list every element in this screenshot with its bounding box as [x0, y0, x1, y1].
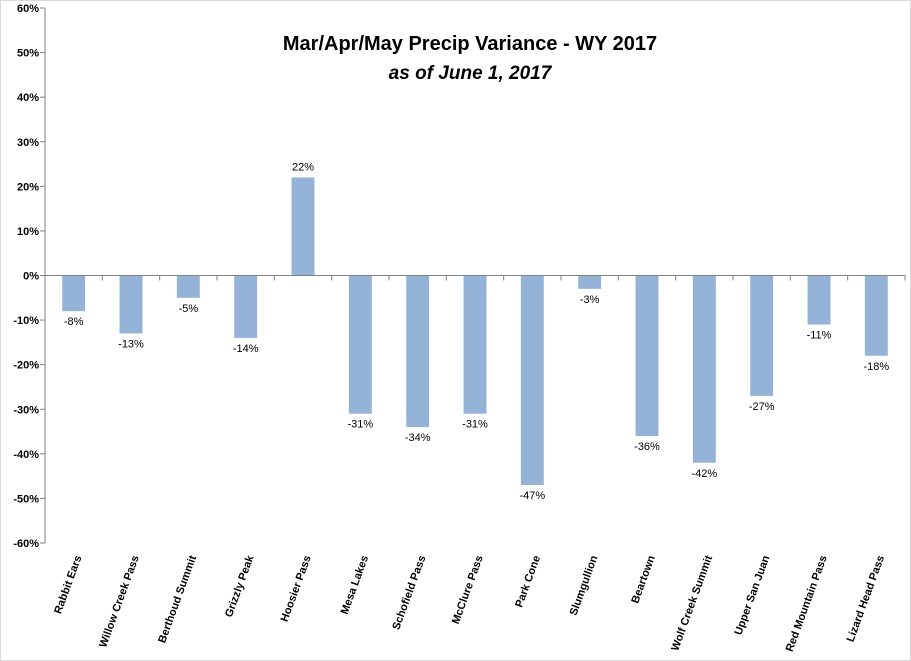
data-label: -31%: [347, 419, 373, 431]
y-tick-label: -60%: [13, 538, 39, 550]
data-label: -8%: [64, 316, 84, 328]
data-label: -42%: [691, 468, 717, 480]
data-label: -5%: [179, 303, 199, 315]
data-label: -34%: [405, 432, 431, 444]
bar: [234, 275, 258, 338]
y-tick-label: -30%: [13, 404, 39, 416]
y-tick-label: 0%: [23, 271, 39, 283]
bar: [692, 275, 716, 463]
data-label: -31%: [462, 419, 488, 431]
data-label: -18%: [863, 361, 889, 373]
bar: [406, 275, 430, 428]
bar: [463, 275, 487, 414]
bar: [864, 275, 888, 356]
bar: [62, 275, 86, 312]
data-label: -14%: [233, 343, 259, 355]
data-label: -11%: [807, 330, 832, 342]
bar: [807, 275, 831, 325]
data-label: -3%: [580, 294, 600, 306]
y-tick-label: -50%: [13, 493, 39, 505]
bar: [119, 275, 143, 334]
y-tick-label: 50%: [17, 48, 39, 60]
y-tick-label: 60%: [17, 3, 39, 15]
bar: [520, 275, 544, 486]
bar: [750, 275, 774, 396]
y-tick-label: -20%: [13, 360, 39, 372]
y-tick-label: 40%: [17, 92, 39, 104]
bar: [635, 275, 659, 436]
data-label: -27%: [749, 401, 775, 413]
data-label: -36%: [634, 441, 660, 453]
y-tick-label: 10%: [17, 226, 39, 238]
y-tick-label: -40%: [13, 449, 39, 461]
data-label: -47%: [519, 490, 545, 502]
data-label: 22%: [292, 161, 314, 173]
y-tick-label: -10%: [13, 315, 39, 327]
data-label: -13%: [118, 338, 144, 350]
y-tick-label: 30%: [17, 137, 39, 149]
y-tick-label: 20%: [17, 181, 39, 193]
bar: [578, 275, 602, 289]
chart-subtitle: as of June 1, 2017: [389, 63, 553, 84]
bar: [176, 275, 200, 298]
bar: [291, 177, 315, 276]
chart-title: Mar/Apr/May Precip Variance - WY 2017: [283, 33, 657, 55]
bar: [348, 275, 372, 414]
